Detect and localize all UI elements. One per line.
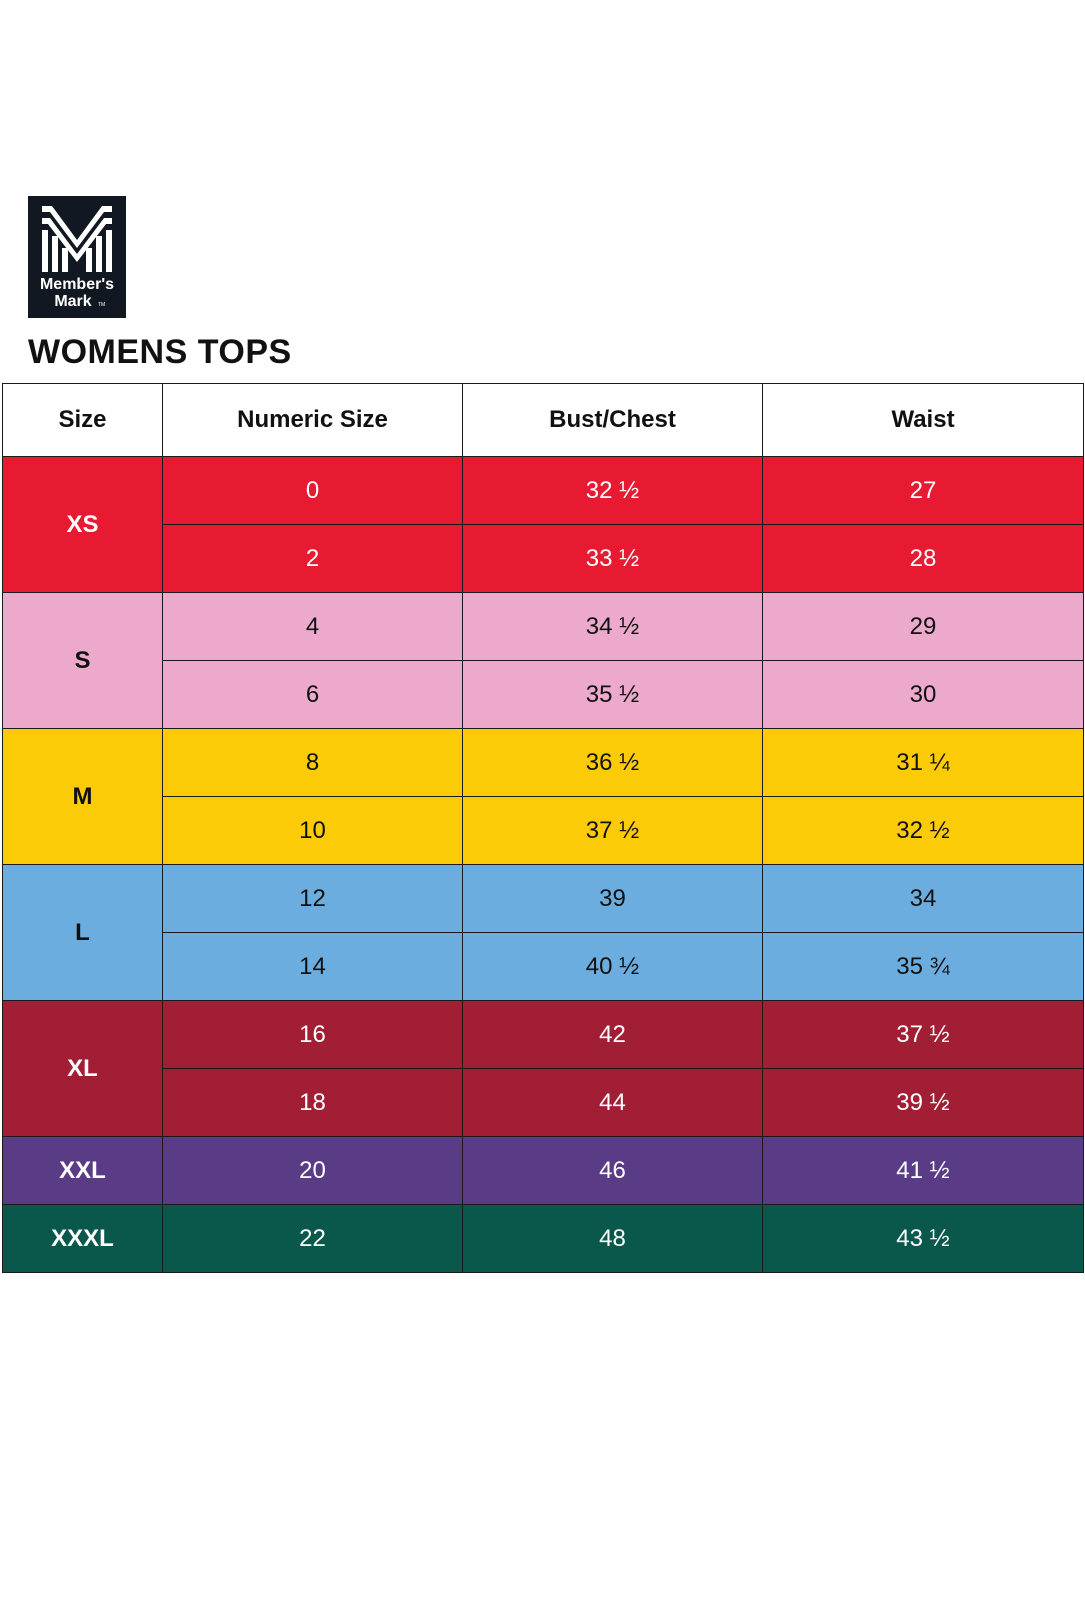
size-chart-table: Size Numeric Size Bust/Chest Waist XS 0 32… [2, 383, 1084, 1273]
members-mark-logo: Member's Mark TM [28, 196, 126, 318]
bust-chest-cell: 32 ½ [462, 456, 763, 525]
numeric-size-cell: 20 [162, 1136, 463, 1205]
table-row: XL 16 42 37 ½ [2, 1000, 1084, 1137]
waist-cell: 43 ½ [762, 1204, 1084, 1273]
size-label: M [2, 728, 163, 865]
numeric-size-cell: 8 [162, 728, 463, 797]
table-row: XXL 20 46 41 ½ [2, 1136, 1084, 1205]
numeric-size-cell: 22 [162, 1204, 463, 1273]
waist-cell: 35 ¾ [762, 932, 1084, 1001]
waist-cell: 31 ¼ [762, 728, 1084, 797]
bust-chest-cell: 33 ½ [462, 524, 763, 593]
logo-tm: TM [98, 302, 105, 308]
table-row: 10 37 ½ 32 ½ [2, 796, 1084, 865]
bust-chest-cell: 39 [462, 864, 763, 933]
table-row: XS 0 32 ½ 27 [2, 456, 1084, 593]
logo-line2: Mark [54, 293, 91, 310]
bust-chest-cell: 46 [462, 1136, 763, 1205]
bust-chest-cell: 37 ½ [462, 796, 763, 865]
table-row: M 8 36 ½ 31 ¼ [2, 728, 1084, 865]
size-label: L [2, 864, 163, 1001]
page-title: WOMENS TOPS [28, 333, 292, 371]
size-chart-body: XS 0 32 ½ 27 2 33 ½ 28 S 4 34 ½ 29 6 35 ½ 30 M 8 36 ½ 31 … [2, 456, 1084, 1273]
table-row: XXXL 22 48 43 ½ [2, 1204, 1084, 1273]
logo-line1: Member's [40, 276, 114, 293]
table-row: 2 33 ½ 28 [2, 524, 1084, 593]
table-row: S 4 34 ½ 29 [2, 592, 1084, 729]
waist-cell: 30 [762, 660, 1084, 729]
size-label: XL [2, 1000, 163, 1137]
numeric-size-cell: 2 [162, 524, 463, 593]
bust-chest-cell: 36 ½ [462, 728, 763, 797]
numeric-size-cell: 12 [162, 864, 463, 933]
size-label: XXXL [2, 1204, 163, 1273]
header-bust-chest: Bust/Chest [462, 383, 763, 457]
numeric-size-cell: 14 [162, 932, 463, 1001]
waist-cell: 41 ½ [762, 1136, 1084, 1205]
numeric-size-cell: 6 [162, 660, 463, 729]
header-waist: Waist [762, 383, 1084, 457]
numeric-size-cell: 18 [162, 1068, 463, 1137]
waist-cell: 29 [762, 592, 1084, 661]
waist-cell: 32 ½ [762, 796, 1084, 865]
size-label: XXL [2, 1136, 163, 1205]
numeric-size-cell: 16 [162, 1000, 463, 1069]
header-row: Size Numeric Size Bust/Chest Waist [2, 383, 1084, 457]
bust-chest-cell: 34 ½ [462, 592, 763, 661]
table-row: 14 40 ½ 35 ¾ [2, 932, 1084, 1001]
size-label: XS [2, 456, 163, 593]
header-numeric-size: Numeric Size [162, 383, 463, 457]
waist-cell: 37 ½ [762, 1000, 1084, 1069]
waist-cell: 39 ½ [762, 1068, 1084, 1137]
bust-chest-cell: 35 ½ [462, 660, 763, 729]
bust-chest-cell: 48 [462, 1204, 763, 1273]
bust-chest-cell: 44 [462, 1068, 763, 1137]
bust-chest-cell: 42 [462, 1000, 763, 1069]
table-row: 6 35 ½ 30 [2, 660, 1084, 729]
table-row: L 12 39 34 [2, 864, 1084, 1001]
numeric-size-cell: 4 [162, 592, 463, 661]
size-label: S [2, 592, 163, 729]
waist-cell: 27 [762, 456, 1084, 525]
numeric-size-cell: 10 [162, 796, 463, 865]
table-row: 18 44 39 ½ [2, 1068, 1084, 1137]
numeric-size-cell: 0 [162, 456, 463, 525]
waist-cell: 34 [762, 864, 1084, 933]
waist-cell: 28 [762, 524, 1084, 593]
members-mark-icon: Member's Mark TM [28, 196, 126, 318]
bust-chest-cell: 40 ½ [462, 932, 763, 1001]
header-size: Size [2, 383, 163, 457]
